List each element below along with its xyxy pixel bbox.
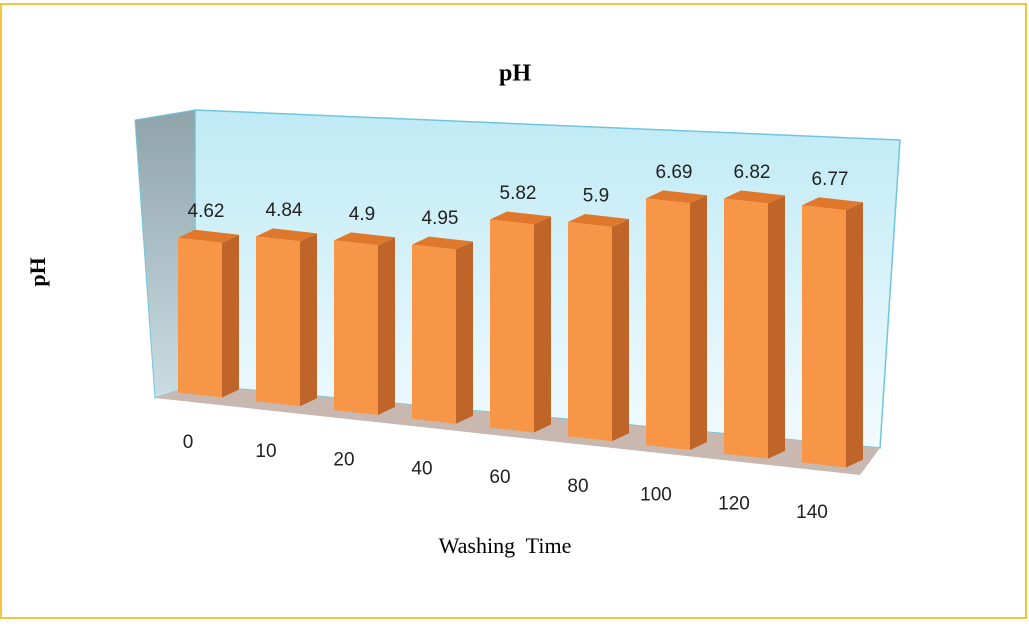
x-tick-label: 100 bbox=[640, 485, 672, 506]
x-tick-label: 80 bbox=[567, 476, 588, 497]
bar bbox=[568, 214, 629, 442]
bar-front bbox=[724, 198, 768, 459]
bar-front bbox=[412, 244, 456, 424]
bar-side bbox=[612, 218, 629, 442]
bar-top bbox=[412, 236, 473, 250]
bar-top bbox=[490, 211, 551, 225]
x-tick-label: 140 bbox=[796, 502, 828, 523]
bar-top bbox=[646, 190, 707, 204]
bar-front bbox=[334, 240, 378, 415]
bar bbox=[490, 211, 551, 433]
bar-side bbox=[300, 233, 317, 407]
bar-side bbox=[690, 195, 707, 450]
bar-side bbox=[768, 195, 785, 459]
x-tick-label: 10 bbox=[255, 441, 276, 462]
bar-top bbox=[724, 190, 785, 204]
bar-top bbox=[334, 232, 395, 246]
bar bbox=[178, 229, 239, 398]
bar-side bbox=[378, 237, 395, 415]
data-label: 4.84 bbox=[266, 200, 303, 221]
x-tick-label: 0 bbox=[183, 432, 194, 453]
bar bbox=[412, 236, 473, 424]
bar bbox=[724, 190, 785, 459]
x-tick-label: 60 bbox=[489, 467, 510, 488]
chart-title: pH bbox=[499, 61, 531, 87]
bar bbox=[256, 228, 317, 407]
bar-side bbox=[222, 234, 239, 398]
bar-front bbox=[802, 205, 846, 468]
bar-front bbox=[568, 222, 612, 442]
data-label: 5.9 bbox=[583, 186, 609, 207]
bar bbox=[334, 232, 395, 415]
bar-top bbox=[802, 197, 863, 211]
bar bbox=[646, 190, 707, 450]
bar-top bbox=[568, 214, 629, 227]
data-label: 6.82 bbox=[734, 162, 771, 183]
y-axis-title: pH bbox=[25, 257, 50, 286]
data-label: 6.69 bbox=[656, 162, 693, 183]
bar-side bbox=[534, 216, 551, 433]
bar-front bbox=[490, 219, 534, 433]
data-label: 4.95 bbox=[422, 208, 459, 229]
bar-front bbox=[178, 237, 222, 398]
data-label: 4.62 bbox=[188, 201, 225, 222]
x-tick-label: 120 bbox=[718, 493, 750, 514]
bar-top bbox=[256, 228, 317, 242]
bar-side bbox=[456, 241, 473, 424]
x-tick-label: 20 bbox=[333, 450, 354, 471]
bar-side bbox=[846, 202, 863, 468]
x-axis-title: Washing Time bbox=[439, 533, 572, 558]
bar-front bbox=[646, 198, 690, 450]
data-label: 6.77 bbox=[812, 169, 849, 190]
bar-front bbox=[256, 236, 300, 407]
data-label: 5.82 bbox=[500, 183, 537, 204]
bar bbox=[802, 197, 863, 468]
x-tick-label: 40 bbox=[411, 458, 432, 479]
bar-top bbox=[178, 229, 239, 243]
data-label: 4.9 bbox=[349, 204, 375, 225]
